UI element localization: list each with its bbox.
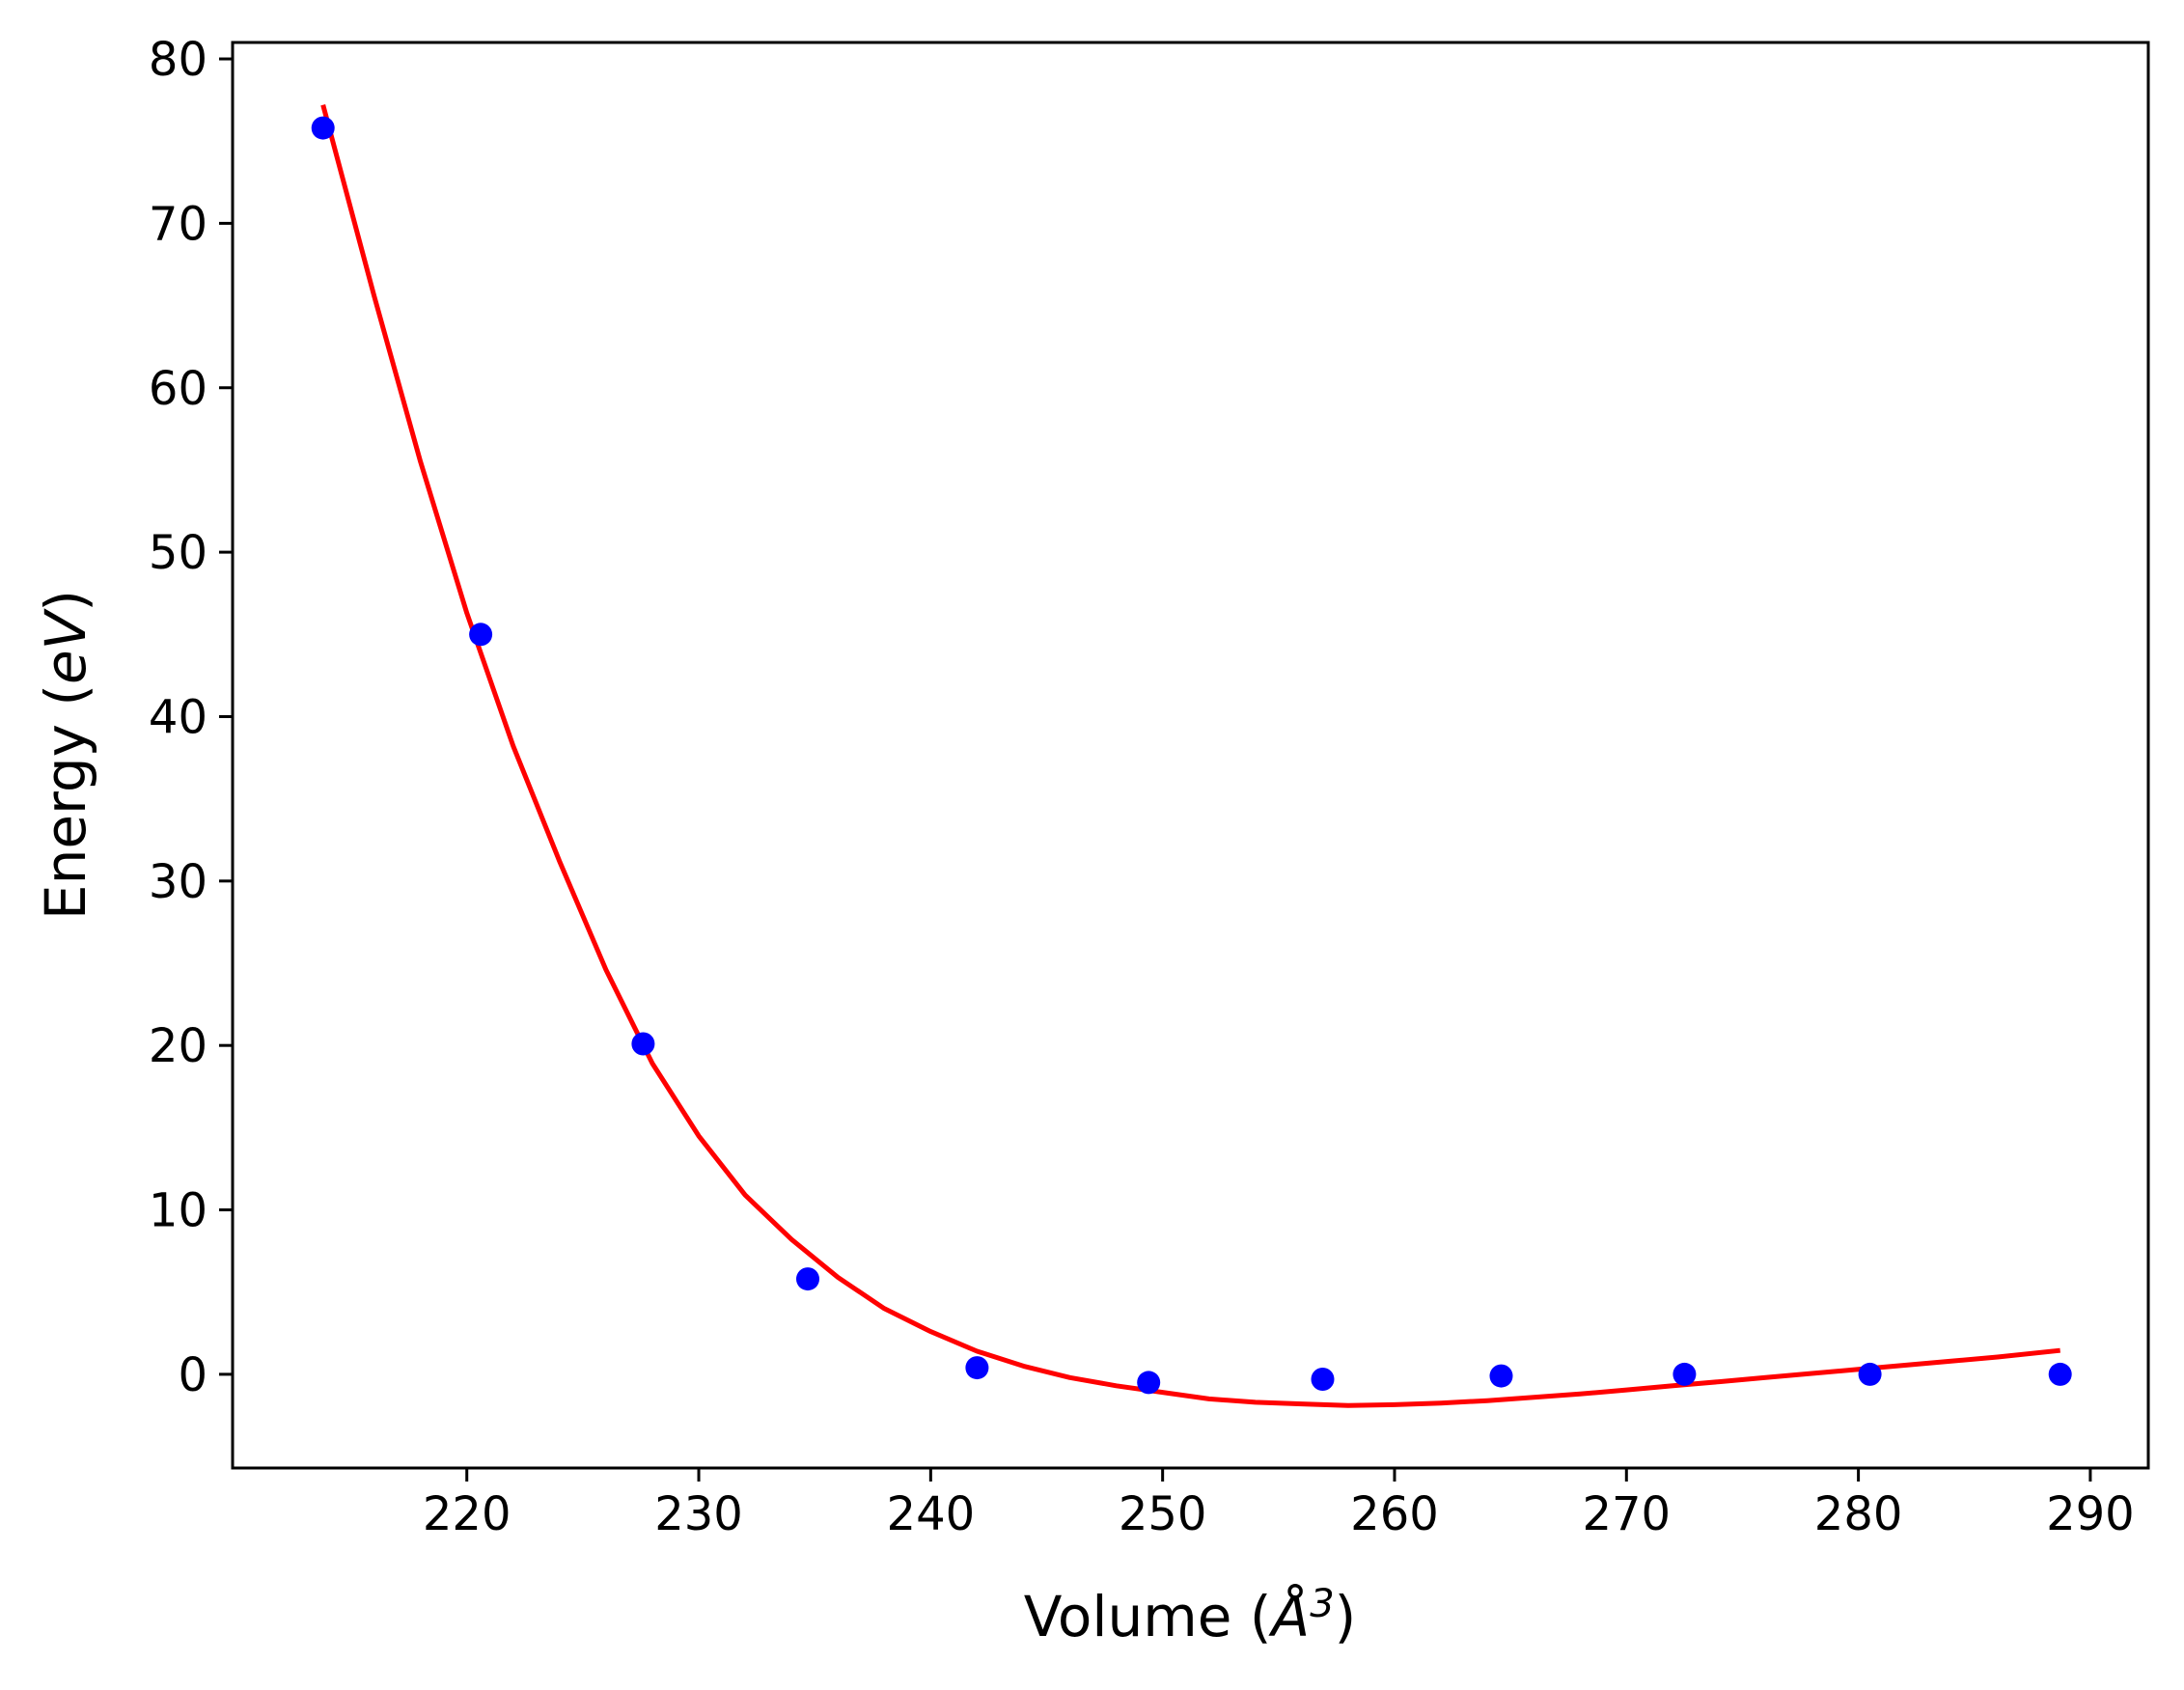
data-point: [2048, 1362, 2072, 1386]
y-tick-label: 80: [149, 33, 207, 87]
x-tick-label: 230: [654, 1487, 743, 1541]
y-tick-label: 50: [149, 526, 207, 580]
x-tick-label: 220: [423, 1487, 511, 1541]
data-point: [796, 1267, 819, 1291]
data-point: [311, 116, 335, 140]
y-tick-label: 30: [149, 855, 207, 909]
data-point: [1311, 1368, 1335, 1391]
y-tick-label: 20: [149, 1019, 207, 1073]
x-tick-label: 240: [887, 1487, 976, 1541]
data-point: [1137, 1371, 1161, 1395]
data-point: [965, 1356, 989, 1380]
y-tick-label: 40: [149, 690, 207, 744]
x-tick-label: 290: [2046, 1487, 2135, 1541]
x-axis-label: Volume (Å3): [1024, 1582, 1357, 1649]
y-tick-label: 10: [149, 1184, 207, 1238]
data-point: [1673, 1362, 1697, 1386]
plot-frame: [231, 41, 2150, 1470]
data-point: [631, 1032, 655, 1056]
x-tick-label: 280: [1814, 1487, 1903, 1541]
y-axis-label: Energy (eV): [33, 590, 98, 920]
data-point: [469, 623, 493, 647]
x-tick-label: 250: [1119, 1487, 1207, 1541]
y-tick-label: 70: [149, 197, 207, 251]
y-tick-label: 60: [149, 362, 207, 416]
fit-curve: [320, 104, 2060, 1408]
data-point: [1858, 1362, 1882, 1386]
x-tick-label: 270: [1582, 1487, 1671, 1541]
data-point: [1489, 1364, 1513, 1388]
x-tick-label: 260: [1350, 1487, 1439, 1541]
y-tick-label: 0: [178, 1348, 207, 1402]
